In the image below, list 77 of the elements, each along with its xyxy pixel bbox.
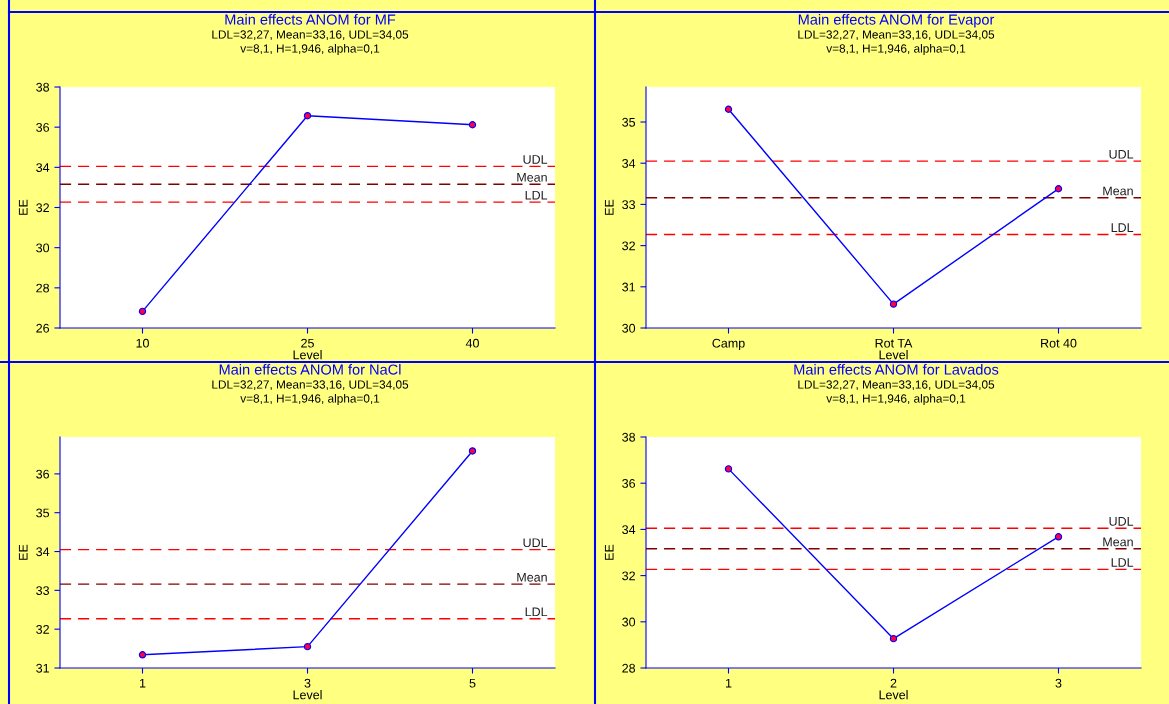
y-tick-label: 31 [36,663,49,673]
point [1054,533,1063,541]
y-tick-label: 33 [36,586,50,596]
x-tick-label: Rot TA [875,338,913,348]
y-tick-label: 26 [36,323,50,333]
chart-title: Main effects ANOM for NaCl [219,364,401,375]
point [724,465,733,473]
y-tick-label: 32 [36,203,49,213]
ref-line-label: Mean [517,173,547,182]
y-tick-label: 34 [622,159,636,168]
point [1054,185,1063,193]
x-tick-label: 3 [304,678,311,688]
x-axis-title: Level [879,690,908,700]
y-tick-label: 28 [622,663,636,673]
point [724,105,733,113]
y-tick-label: 38 [622,432,636,442]
y-tick-label: 32 [622,571,635,581]
y-tick-label: 35 [622,117,636,127]
ref-line-label: LDL [1111,558,1134,567]
y-tick-label: 34 [36,547,50,557]
chart-title: Main effects ANOM for MF [225,14,396,25]
x-tick-label: 2 [890,678,897,688]
y-tick-label: 30 [622,617,636,627]
ref-line-label: UDL [1109,517,1134,526]
x-tick-label: 1 [725,678,732,688]
x-tick-label: Camp [712,338,745,351]
chart-subtitle: LDL=32,27, Mean=33,16, UDL=34,05 v=8,1, H=1,946, alpha=0,1 [212,380,409,405]
point [303,112,312,120]
x-tick-label: 25 [301,338,314,348]
y-tick-label: 32 [36,624,49,634]
chart-subtitle: LDL=32,27, Mean=33,16, UDL=34,05 v=8,1, H=1,946, alpha=0,1 [798,30,995,55]
y-tick-label: 34 [36,163,50,172]
y-axis-title: EE [18,199,28,215]
y-tick-label: 36 [622,479,636,488]
x-axis-title: Level [293,690,322,700]
ref-line-label: Mean [1103,186,1133,196]
y-tick-label: 36 [36,122,50,132]
y-tick-label: 30 [622,323,636,333]
y-tick-label: 34 [622,525,636,535]
ref-line-label: Mean [517,572,547,582]
y-axis-title: EE [604,544,614,560]
x-tick-label: 3 [1055,678,1062,688]
point [468,121,477,129]
y-axis-title: EE [18,544,28,560]
point [303,642,312,651]
y-tick-label: 35 [36,508,50,518]
chart-title: Main effects ANOM for Evapor [798,14,995,28]
ref-line-label: Mean [1103,537,1133,547]
x-tick-label: Rot 40 [1041,338,1077,348]
y-tick-label: 30 [36,243,50,253]
x-tick-label: 40 [465,338,479,348]
x-tick-label: 1 [139,678,146,688]
ref-line-label: UDL [523,538,548,548]
chart-subtitle: LDL=32,27, Mean=33,16, UDL=34,05 v=8,1, H=1,946, alpha=0,1 [212,30,409,55]
point [889,634,898,643]
point [138,651,147,659]
point [889,300,898,308]
point [138,307,147,316]
ref-line-label: LDL [525,607,548,617]
y-tick-label: 36 [36,469,50,479]
point [468,447,477,455]
chart-subtitle: LDL=32,27, Mean=33,16, UDL=34,05 v=8,1, H=1,946, alpha=0,1 [798,380,995,405]
y-axis-title: EE [604,199,614,215]
y-tick-label: 38 [36,82,50,92]
x-axis-title: Level [293,350,322,360]
x-tick-label: 10 [136,338,149,348]
ref-line-label: UDL [523,155,548,164]
y-tick-label: 31 [622,282,635,292]
chart-title: Main effects ANOM for Lavados [794,364,999,375]
ref-line-label: LDL [525,190,548,200]
ref-line-label: LDL [1111,223,1134,232]
x-axis-title: Level [879,350,908,360]
ref-line-label: UDL [1109,149,1134,159]
x-tick-label: 5 [469,678,476,688]
y-tick-label: 28 [36,283,50,293]
y-tick-label: 33 [622,200,636,210]
y-tick-label: 32 [622,241,635,251]
